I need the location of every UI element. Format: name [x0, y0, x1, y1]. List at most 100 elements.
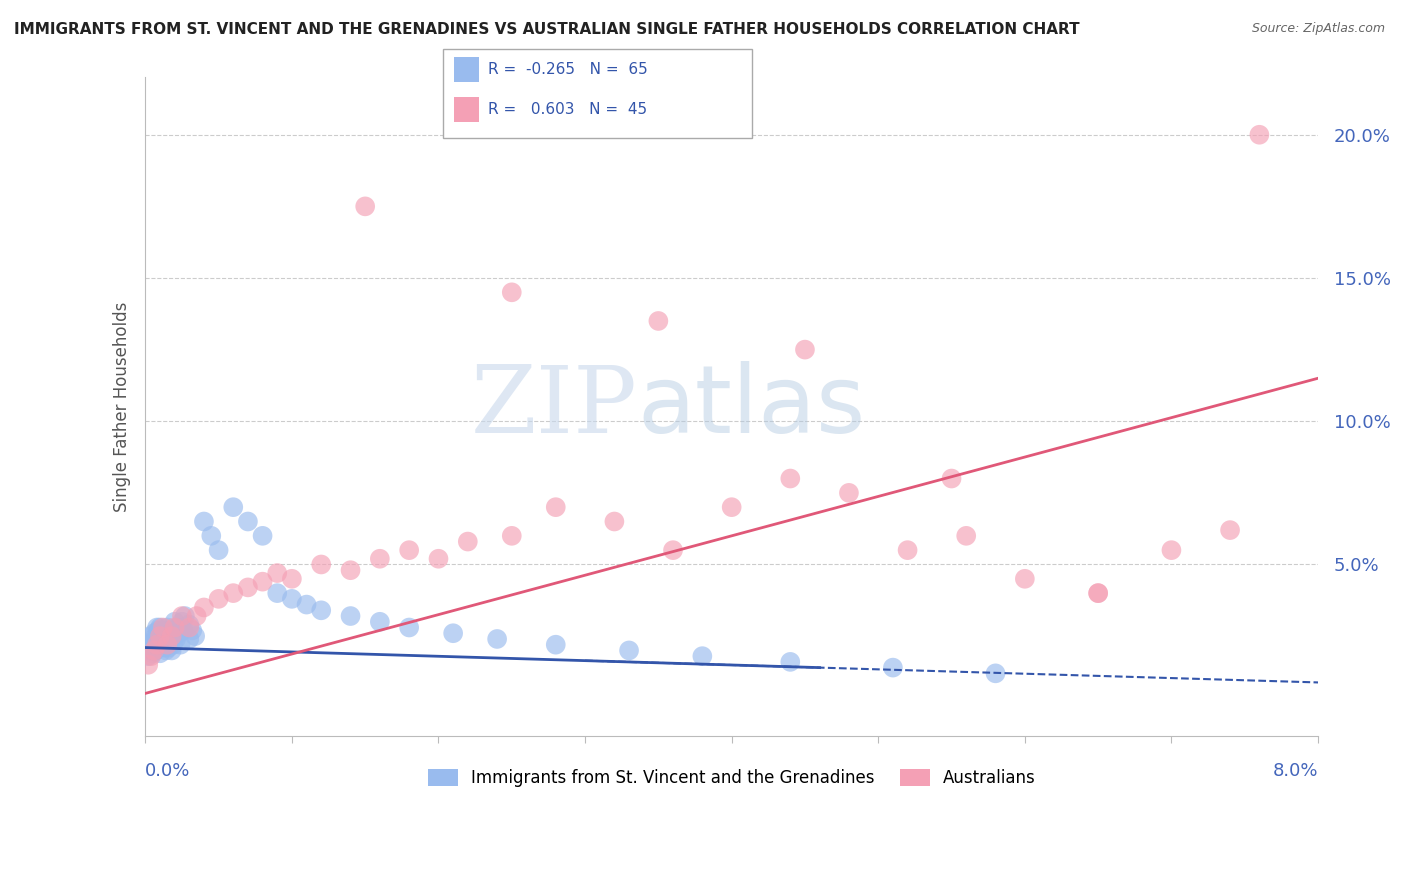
- Point: [179, 617, 201, 632]
- Point: [252, 529, 274, 543]
- Point: [145, 643, 167, 657]
- Point: [897, 543, 920, 558]
- Text: R =   0.603   N =  45: R = 0.603 N = 45: [488, 103, 647, 117]
- Point: [136, 657, 159, 672]
- Text: 8.0%: 8.0%: [1272, 762, 1317, 780]
- Point: [501, 285, 523, 300]
- Point: [984, 666, 1007, 681]
- Text: 0.0%: 0.0%: [145, 762, 191, 780]
- Point: [149, 635, 172, 649]
- Text: Source: ZipAtlas.com: Source: ZipAtlas.com: [1251, 22, 1385, 36]
- Point: [252, 574, 274, 589]
- Point: [544, 500, 567, 515]
- Point: [368, 615, 391, 629]
- Point: [169, 638, 191, 652]
- Point: [193, 515, 215, 529]
- Point: [354, 199, 377, 213]
- Point: [149, 629, 172, 643]
- Point: [281, 591, 304, 606]
- Point: [266, 566, 288, 580]
- Point: [200, 529, 222, 543]
- Point: [1014, 572, 1036, 586]
- Point: [160, 643, 183, 657]
- Point: [222, 586, 245, 600]
- Point: [149, 620, 172, 634]
- Point: [152, 620, 174, 634]
- Point: [1087, 586, 1109, 600]
- Point: [157, 640, 180, 655]
- Point: [153, 640, 176, 655]
- Point: [266, 586, 288, 600]
- Point: [617, 643, 640, 657]
- Point: [156, 620, 179, 634]
- Point: [457, 534, 479, 549]
- Point: [146, 638, 169, 652]
- Y-axis label: Single Father Households: Single Father Households: [114, 301, 131, 512]
- Point: [368, 551, 391, 566]
- Point: [157, 624, 180, 638]
- Point: [166, 620, 188, 634]
- Point: [186, 609, 208, 624]
- Point: [152, 624, 174, 638]
- Point: [184, 629, 207, 643]
- Point: [142, 635, 165, 649]
- Text: IMMIGRANTS FROM ST. VINCENT AND THE GRENADINES VS AUSTRALIAN SINGLE FATHER HOUSE: IMMIGRANTS FROM ST. VINCENT AND THE GREN…: [14, 22, 1080, 37]
- Point: [236, 581, 259, 595]
- Point: [156, 638, 179, 652]
- Point: [1219, 523, 1241, 537]
- Point: [193, 600, 215, 615]
- Point: [155, 629, 177, 643]
- Point: [141, 649, 163, 664]
- Point: [398, 620, 420, 634]
- Point: [1249, 128, 1271, 142]
- Point: [152, 638, 174, 652]
- Point: [207, 591, 229, 606]
- Point: [160, 629, 183, 643]
- Point: [603, 515, 626, 529]
- Point: [1160, 543, 1182, 558]
- Point: [146, 620, 169, 634]
- Point: [143, 640, 166, 655]
- Point: [170, 615, 193, 629]
- Point: [155, 643, 177, 657]
- Point: [794, 343, 817, 357]
- Point: [173, 609, 195, 624]
- Point: [179, 632, 201, 646]
- Point: [941, 471, 963, 485]
- Point: [149, 646, 172, 660]
- Point: [146, 638, 169, 652]
- Point: [398, 543, 420, 558]
- Point: [138, 638, 160, 652]
- Point: [143, 643, 166, 657]
- Point: [160, 626, 183, 640]
- Point: [145, 629, 167, 643]
- Point: [165, 632, 187, 646]
- Point: [309, 558, 332, 572]
- Point: [141, 643, 163, 657]
- Text: R =  -0.265   N =  65: R = -0.265 N = 65: [488, 62, 648, 77]
- Point: [172, 624, 194, 638]
- Point: [163, 620, 186, 634]
- Point: [662, 543, 685, 558]
- Point: [1087, 586, 1109, 600]
- Point: [170, 609, 193, 624]
- Point: [167, 626, 190, 640]
- Point: [955, 529, 977, 543]
- Point: [838, 486, 860, 500]
- Point: [148, 624, 170, 638]
- Point: [142, 646, 165, 660]
- Point: [236, 515, 259, 529]
- Point: [143, 626, 166, 640]
- Point: [159, 635, 181, 649]
- Point: [222, 500, 245, 515]
- Legend: Immigrants from St. Vincent and the Grenadines, Australians: Immigrants from St. Vincent and the Gren…: [420, 763, 1042, 794]
- Point: [427, 551, 450, 566]
- Point: [181, 624, 204, 638]
- Point: [136, 649, 159, 664]
- Point: [882, 660, 904, 674]
- Point: [162, 638, 184, 652]
- Point: [153, 626, 176, 640]
- Point: [339, 609, 361, 624]
- Point: [207, 543, 229, 558]
- Point: [179, 620, 201, 634]
